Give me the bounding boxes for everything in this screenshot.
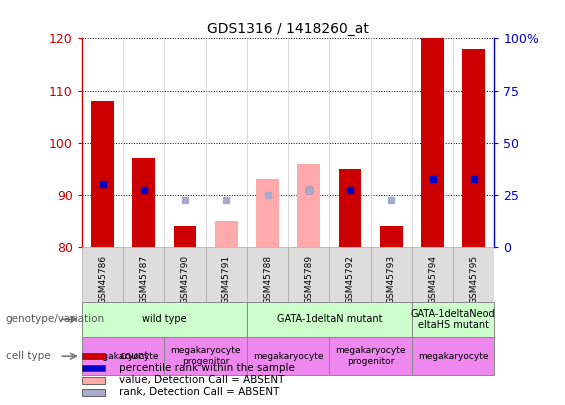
Text: GSM45794: GSM45794 — [428, 255, 437, 304]
Bar — [380, 226, 403, 247]
Bar — [338, 169, 362, 247]
Text: percentile rank within the sample: percentile rank within the sample — [119, 363, 295, 373]
Bar — [371, 247, 412, 302]
Text: megakaryocyte: megakaryocyte — [88, 352, 158, 361]
Bar — [412, 337, 494, 375]
Text: rank, Detection Call = ABSENT: rank, Detection Call = ABSENT — [119, 387, 280, 397]
Bar — [329, 337, 412, 375]
Text: GSM45786: GSM45786 — [98, 255, 107, 305]
Bar — [297, 164, 320, 247]
Bar — [164, 247, 206, 302]
Text: GATA-1deltaNeod
eltaHS mutant: GATA-1deltaNeod eltaHS mutant — [411, 309, 496, 330]
Bar — [215, 221, 238, 247]
Bar — [132, 158, 155, 247]
Bar — [82, 352, 105, 359]
Text: GSM45793: GSM45793 — [387, 255, 396, 305]
Text: GSM45792: GSM45792 — [346, 255, 354, 304]
Text: GSM45787: GSM45787 — [140, 255, 148, 305]
Text: megakaryocyte
progenitor: megakaryocyte progenitor — [171, 347, 241, 366]
Text: genotype/variation: genotype/variation — [6, 314, 105, 324]
Text: GSM45795: GSM45795 — [470, 255, 478, 305]
Text: count: count — [119, 351, 149, 361]
Bar — [288, 247, 329, 302]
Bar — [173, 226, 197, 247]
Bar — [421, 38, 444, 247]
Bar — [82, 302, 247, 337]
Bar — [82, 389, 105, 396]
Bar — [412, 247, 453, 302]
Text: megakaryocyte: megakaryocyte — [253, 352, 323, 361]
Text: GSM45791: GSM45791 — [222, 255, 231, 305]
Bar — [82, 377, 105, 384]
Text: value, Detection Call = ABSENT: value, Detection Call = ABSENT — [119, 375, 284, 385]
Bar — [91, 101, 114, 247]
Title: GDS1316 / 1418260_at: GDS1316 / 1418260_at — [207, 22, 369, 36]
Text: GSM45790: GSM45790 — [181, 255, 189, 305]
Bar — [453, 247, 494, 302]
Bar — [247, 247, 288, 302]
Bar — [247, 302, 412, 337]
Bar — [82, 337, 164, 375]
Bar — [247, 337, 329, 375]
Bar — [123, 247, 164, 302]
Text: GATA-1deltaN mutant: GATA-1deltaN mutant — [277, 314, 382, 324]
Text: megakaryocyte
progenitor: megakaryocyte progenitor — [336, 347, 406, 366]
Bar — [462, 49, 485, 247]
Text: GSM45789: GSM45789 — [305, 255, 313, 305]
Bar — [164, 337, 247, 375]
Bar — [206, 247, 247, 302]
Bar — [412, 302, 494, 337]
Text: wild type: wild type — [142, 314, 186, 324]
Bar — [82, 364, 105, 371]
Bar — [329, 247, 371, 302]
Text: cell type: cell type — [6, 351, 50, 361]
Bar — [256, 179, 279, 247]
Text: megakaryocyte: megakaryocyte — [418, 352, 488, 361]
Text: GSM45788: GSM45788 — [263, 255, 272, 305]
Bar — [82, 247, 123, 302]
